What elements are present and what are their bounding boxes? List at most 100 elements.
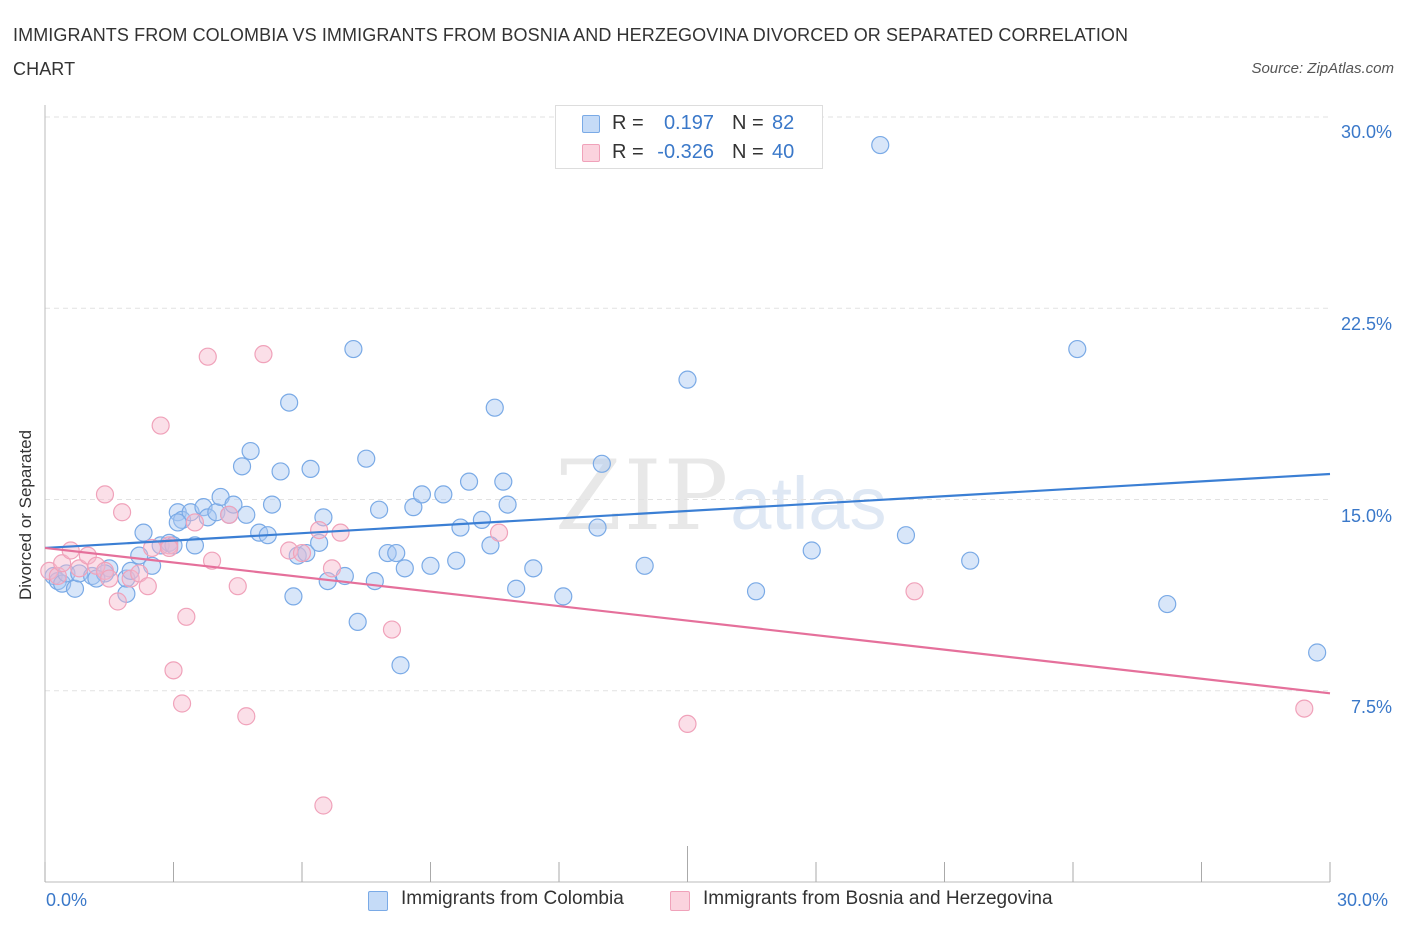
data-point [494, 472, 513, 491]
data-point [331, 523, 350, 542]
data-point [370, 500, 389, 519]
watermark-zip: ZIP [555, 440, 731, 552]
data-point [391, 656, 410, 675]
data-point [185, 536, 205, 555]
data-point [498, 495, 517, 514]
data-point [507, 579, 526, 598]
data-point [434, 485, 453, 504]
data-point [1158, 594, 1177, 614]
data-point [198, 347, 217, 366]
data-point [280, 393, 299, 412]
data-point [121, 569, 140, 588]
source-label: Source: ZipAtlas.com [1251, 60, 1394, 77]
data-point [322, 559, 342, 578]
data-point [310, 533, 329, 552]
data-point [271, 462, 290, 481]
data-point [404, 498, 423, 517]
data-point [905, 582, 924, 601]
data-point [262, 495, 282, 514]
data-point [524, 559, 543, 578]
data-point [554, 587, 573, 606]
data-point [387, 543, 406, 563]
data-point [635, 556, 654, 575]
data-point [87, 556, 106, 575]
data-point [746, 582, 766, 601]
data-point [138, 577, 157, 596]
data-point [588, 518, 607, 537]
r-label: R = [612, 141, 644, 163]
n-value: 82 [772, 112, 795, 134]
data-point [177, 607, 196, 626]
data-point [220, 505, 239, 524]
data-point [961, 551, 980, 570]
data-point [802, 541, 821, 560]
data-point [168, 513, 187, 532]
stats-row-colombia: R = 0.197 N = 82 [556, 109, 822, 137]
n-label: N = [732, 141, 764, 163]
watermark: ZIPatlas [555, 440, 887, 552]
colombia-swatch [582, 115, 600, 133]
legend-label: Immigrants from Colombia [401, 888, 624, 909]
data-point [228, 577, 247, 596]
x-tick-label-left: 0.0% [46, 890, 88, 910]
data-point [151, 416, 170, 435]
data-point [382, 620, 402, 639]
data-point [284, 587, 303, 606]
n-value: 40 [772, 141, 795, 163]
trend-lines [44, 472, 1331, 695]
y-tick-label: 22.5% [1340, 314, 1392, 334]
axes [44, 105, 1331, 883]
data-point [871, 135, 890, 155]
colombia-swatch [368, 891, 388, 911]
data-point [130, 564, 149, 583]
data-point [160, 538, 179, 558]
n-label: N = [732, 112, 764, 134]
data-point [395, 559, 414, 578]
data-point [237, 505, 256, 524]
data-point [412, 485, 432, 504]
x-tick-label-right: 30.0% [1337, 890, 1389, 910]
data-point [172, 694, 192, 713]
stats-legend: R = 0.197 N = 82 R = -0.326 N = 40 [555, 105, 823, 169]
bosnia-swatch [582, 144, 600, 162]
data-point [481, 536, 500, 555]
data-point [112, 503, 132, 522]
r-label: R = [612, 112, 644, 134]
data-point [592, 454, 611, 473]
data-point [472, 510, 491, 530]
data-point [459, 472, 479, 491]
series-colombia [44, 135, 1327, 675]
data-point [1068, 339, 1087, 359]
data-point [164, 661, 183, 680]
data-point [485, 398, 504, 417]
data-point [301, 459, 320, 478]
data-point [1308, 643, 1327, 662]
data-point [344, 339, 363, 359]
y-tick-label: 15.0% [1340, 506, 1392, 526]
data-point [292, 543, 312, 563]
data-point [108, 592, 127, 611]
grid-lines [45, 116, 1330, 692]
data-point [348, 612, 367, 632]
y-axis-label: Divorced or Separated [16, 429, 35, 600]
data-point [53, 554, 72, 573]
data-point [365, 571, 384, 591]
data-point [134, 523, 153, 542]
data-point [451, 518, 470, 537]
data-point [447, 551, 466, 570]
data-point [65, 579, 85, 598]
y-tick-label: 30.0% [1340, 122, 1392, 142]
y-tick-label: 7.5% [1350, 697, 1392, 717]
series-bosnia [40, 345, 1314, 815]
data-point [314, 796, 333, 815]
bosnia-swatch [670, 891, 690, 911]
legend-label: Immigrants from Bosnia and Herzegovina [703, 888, 1053, 909]
trend-line [44, 472, 1331, 550]
data-point [357, 449, 376, 468]
data-point [232, 457, 252, 476]
data-point [678, 714, 697, 734]
data-point [95, 485, 115, 504]
data-point [237, 707, 256, 726]
chart-title: IMMIGRANTS FROM COLOMBIA VS IMMIGRANTS F… [13, 25, 1129, 79]
